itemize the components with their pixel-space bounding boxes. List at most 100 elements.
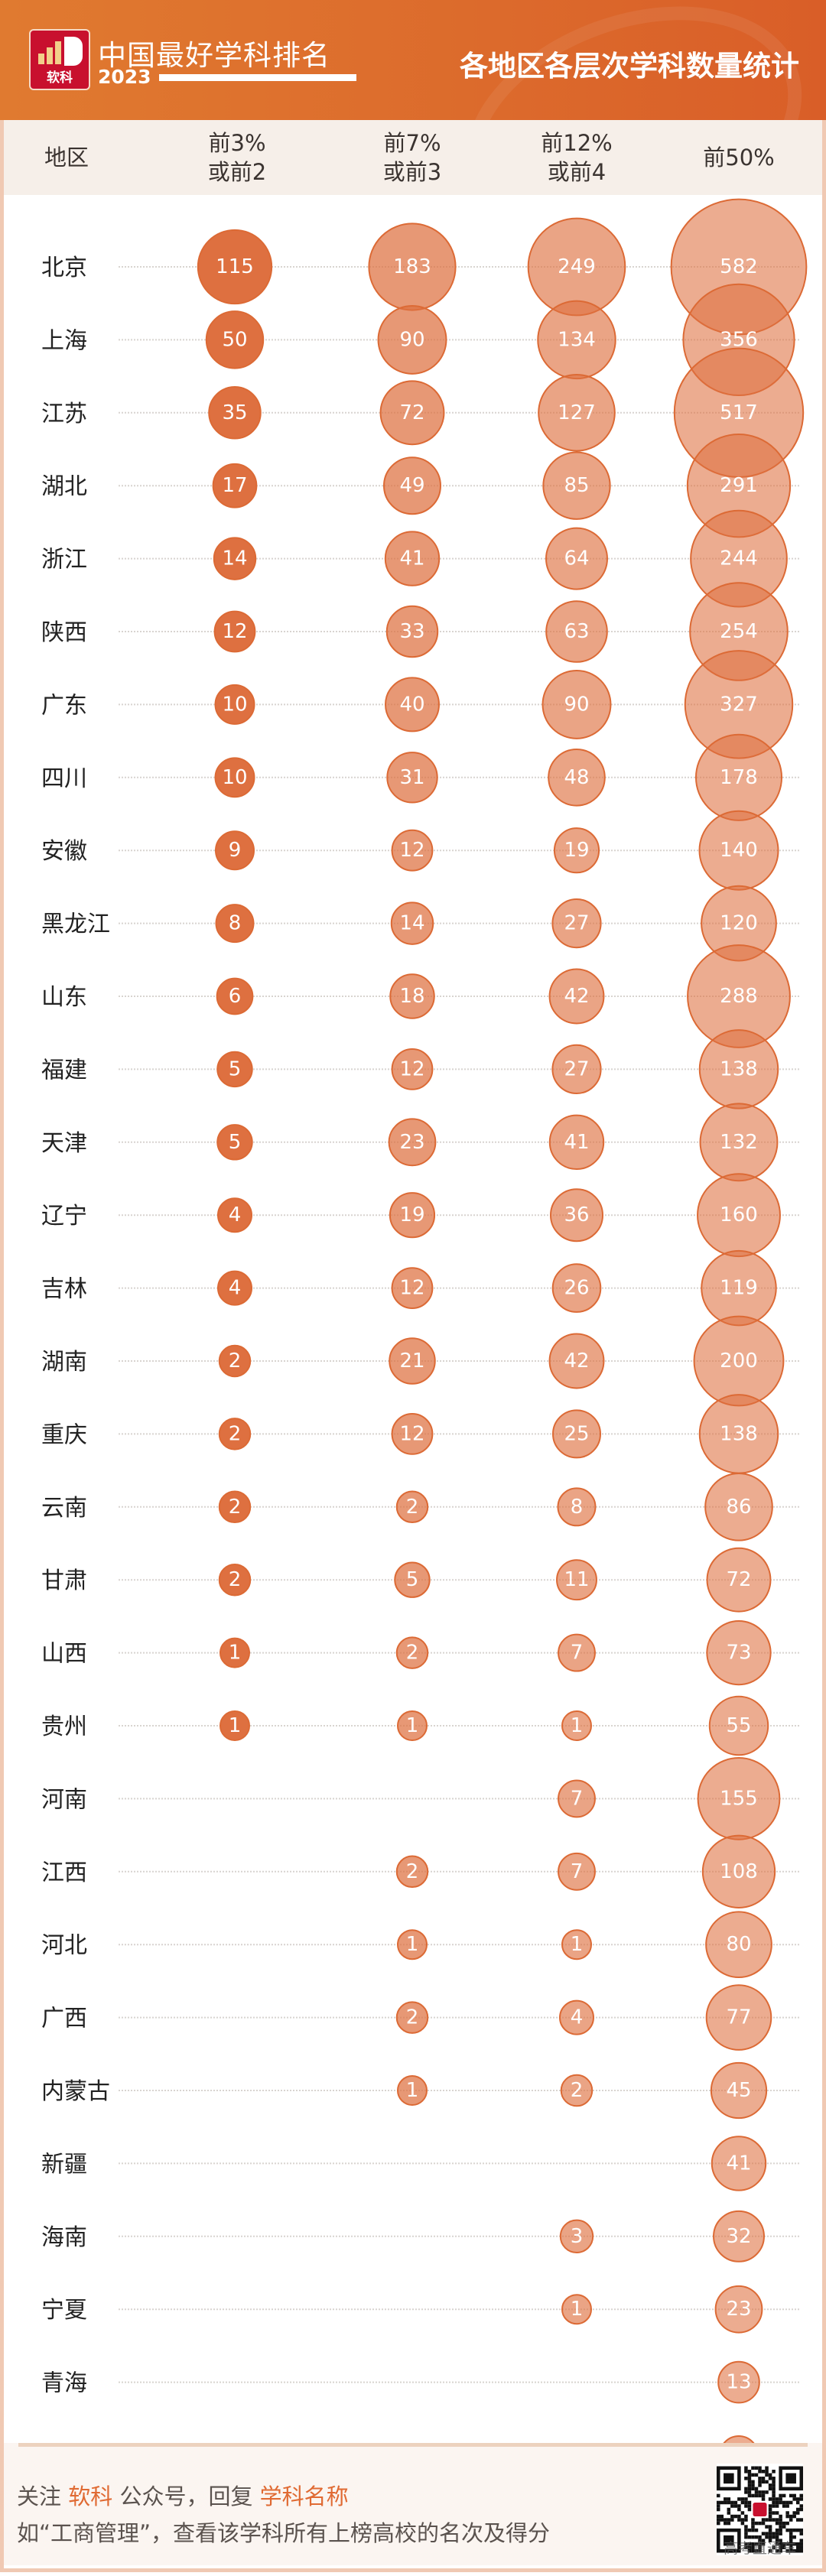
bubble [214, 684, 255, 725]
bubble-value: 12 [399, 839, 424, 862]
region-label: 海南 [41, 2224, 87, 2251]
bubble-value: 582 [720, 255, 758, 278]
bubble-value: 2 [406, 1496, 419, 1519]
bubble [558, 1852, 596, 1891]
bubble-value: 90 [399, 328, 424, 351]
bubble-value: 8 [229, 912, 242, 935]
region-label: 广东 [41, 692, 87, 719]
bubble [714, 2285, 763, 2334]
bubble-value: 42 [564, 985, 589, 1008]
column-header-region: 地区 [44, 145, 89, 171]
bubble-value: 1 [571, 2298, 584, 2321]
bubble [389, 1192, 436, 1239]
bubble-value: 10 [222, 766, 247, 789]
bubble [397, 1710, 428, 1741]
bubble [397, 1929, 428, 1960]
bubble [397, 2075, 428, 2106]
region-label: 天津 [41, 1130, 87, 1157]
bubble-value: 6 [229, 985, 242, 1008]
bubble [706, 1619, 772, 1686]
bubble [551, 1044, 602, 1094]
bubble-value: 63 [564, 620, 589, 643]
bubble [216, 977, 254, 1015]
bubble [220, 1637, 250, 1668]
shanghairanking-logo: 软科 [29, 29, 90, 90]
qr-code[interactable] [717, 2464, 803, 2555]
bubble [208, 386, 262, 440]
bubble-value: 12 [222, 620, 247, 643]
region-label: 重庆 [41, 1421, 87, 1448]
region-label: 福建 [41, 1057, 87, 1083]
bubble-value: 7 [571, 1642, 584, 1665]
region-label: 河北 [41, 1932, 87, 1959]
bubble [561, 2294, 592, 2325]
bubble-value: 132 [720, 1131, 758, 1154]
region-label: 新疆 [41, 2151, 87, 2178]
bubble-value: 18 [399, 985, 424, 1008]
bubble-value: 12 [399, 1057, 424, 1080]
bubble-value: 3 [571, 2225, 584, 2248]
bubble-value: 13 [726, 2371, 751, 2394]
bubble-value: 288 [720, 985, 758, 1008]
bubble-value: 19 [399, 1204, 424, 1226]
brand-underline [159, 74, 356, 81]
bubble-value: 40 [399, 693, 424, 716]
bubble-value: 178 [720, 766, 758, 789]
bubble-value: 200 [720, 1350, 758, 1372]
footer [4, 2443, 822, 2565]
bubble [558, 1633, 596, 1672]
bubble-value: 90 [564, 693, 589, 716]
bubble-value: 5 [229, 1131, 242, 1154]
bubble [216, 1051, 253, 1088]
bubble-value: 120 [720, 912, 758, 935]
bubble [713, 2210, 765, 2263]
region-label: 湖南 [41, 1349, 87, 1376]
bubble-value: 1 [406, 1714, 419, 1737]
bubble-value: 41 [399, 547, 424, 570]
bubble [553, 827, 600, 874]
region-label: 云南 [41, 1495, 87, 1522]
bubble [548, 968, 605, 1025]
bubble-value: 160 [720, 1204, 758, 1226]
bubble [395, 1855, 429, 1889]
bubble-value: 17 [222, 474, 247, 497]
bubble-value: 1 [406, 2079, 419, 2102]
bubble [383, 456, 441, 515]
bubble-value: 2 [406, 2006, 419, 2029]
bubble [205, 310, 265, 369]
bubble [708, 1695, 769, 1756]
bubble [551, 1263, 602, 1313]
bubble-value: 45 [726, 2079, 751, 2102]
bubble [389, 973, 435, 1019]
qr-logo-icon [753, 2502, 767, 2517]
bubble-value: 19 [564, 839, 589, 862]
bubble [552, 1409, 601, 1459]
bubble [384, 531, 441, 586]
region-label: 内蒙古 [41, 2078, 110, 2105]
bubble [217, 1270, 252, 1306]
bubble-value: 72 [399, 401, 424, 424]
bubble-value: 138 [720, 1422, 758, 1445]
bubble [538, 373, 616, 452]
bubble-value: 42 [564, 1350, 589, 1372]
region-label: 吉林 [41, 1276, 87, 1303]
bubble [711, 2136, 767, 2191]
bubble [550, 1188, 603, 1243]
bubble [395, 1490, 429, 1524]
bubble [217, 1197, 252, 1233]
bubble [545, 600, 608, 663]
bubble [389, 1337, 436, 1385]
bubble [558, 1779, 596, 1818]
bubble [390, 901, 434, 945]
bubble-value: 25 [564, 1422, 589, 1445]
region-label: 辽宁 [41, 1203, 87, 1230]
bubble-value: 49 [399, 474, 424, 497]
bubble-value: 12 [399, 1277, 424, 1300]
region-label: 青海 [41, 2370, 87, 2397]
header-banner: 软科 中国最好学科排名 2023 各地区各层次学科数量统计 [0, 0, 826, 120]
bubble-value: 244 [720, 547, 758, 570]
region-label: 陕西 [41, 619, 87, 646]
bubble-value: 41 [726, 2152, 751, 2175]
bubble-value: 356 [720, 328, 758, 351]
bubble [548, 749, 606, 807]
